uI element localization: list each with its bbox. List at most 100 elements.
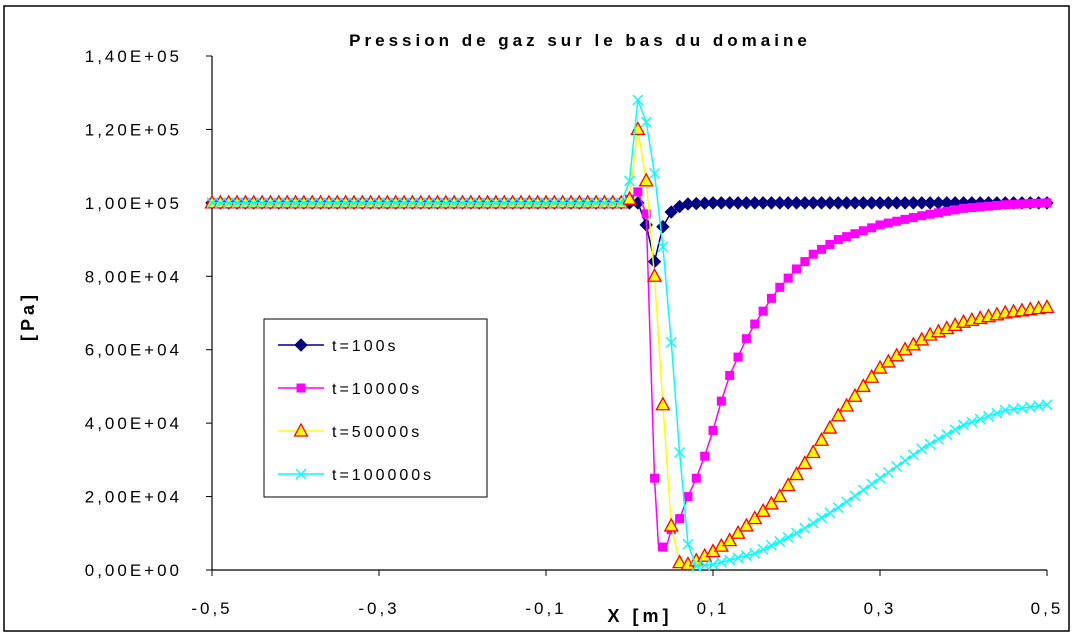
data-point-3-stroke [799, 522, 811, 534]
data-point-1 [959, 203, 968, 213]
legend-marker-0 [294, 338, 308, 352]
x-tick-label: 0,5 [1031, 599, 1064, 618]
data-point-1 [758, 306, 768, 316]
data-point-2 [780, 477, 796, 492]
data-point-3-stroke [866, 478, 878, 490]
data-point-3 [791, 527, 802, 539]
data-point-3 [866, 478, 878, 490]
data-point-3-stroke [740, 550, 752, 562]
data-point-3-stroke [532, 197, 544, 209]
data-point-3-stroke [498, 197, 510, 209]
data-point-3 [264, 197, 276, 209]
series-2 [204, 121, 1055, 571]
data-point-1 [775, 282, 785, 292]
data-point-3-stroke [983, 410, 995, 422]
data-point-3 [557, 197, 569, 209]
data-point-3 [807, 517, 819, 529]
y-tick-label: 6,00E+04 [85, 341, 182, 360]
data-point-3 [323, 197, 335, 209]
data-point-1 [858, 226, 868, 236]
data-point-3 [991, 407, 1003, 419]
data-point-3-stroke [490, 197, 502, 209]
y-tick-label: 1,00E+05 [85, 194, 182, 213]
data-point-3 [615, 197, 627, 209]
data-point-3 [548, 197, 560, 209]
data-point-3-stroke [248, 197, 260, 209]
data-point-3 [315, 197, 327, 209]
data-point-1 [783, 273, 793, 283]
data-point-3-stroke [356, 197, 368, 209]
data-point-3 [966, 416, 978, 428]
data-point-2 [730, 524, 746, 539]
data-point-1 [883, 218, 893, 228]
data-point-3 [532, 197, 544, 209]
data-point-1 [716, 396, 726, 406]
data-point-2 [805, 444, 821, 459]
data-point-1 [741, 334, 751, 344]
data-point-3-stroke [832, 502, 844, 514]
data-point-3-stroke [431, 197, 443, 209]
data-point-3-stroke [907, 449, 919, 461]
data-point-3-stroke [340, 197, 352, 209]
data-point-3 [799, 522, 811, 534]
data-point-3-stroke [315, 197, 327, 209]
x-tick-label: 0,1 [697, 599, 730, 618]
data-point-3-stroke [899, 455, 911, 467]
data-point-3-stroke [615, 197, 627, 209]
outer-frame [3, 5, 1070, 632]
data-point-3 [740, 550, 752, 562]
data-point-1 [633, 187, 643, 197]
data-point-3 [732, 552, 744, 564]
data-point-1 [925, 209, 935, 219]
data-point-3-stroke [724, 554, 736, 566]
data-point-1 [691, 473, 701, 483]
data-point-1 [683, 492, 693, 502]
data-point-3-stroke [565, 197, 577, 209]
data-point-1 [817, 244, 827, 254]
data-point-3 [665, 336, 677, 348]
data-point-3-stroke [298, 197, 310, 209]
data-point-3 [841, 496, 853, 508]
data-point-3 [899, 455, 911, 467]
data-point-3 [1041, 399, 1053, 411]
data-point-1 [658, 542, 668, 552]
data-point-3-stroke [882, 466, 894, 478]
data-point-3-stroke [824, 507, 836, 519]
data-point-1 [792, 264, 801, 274]
data-point-3 [206, 197, 218, 209]
data-point-3 [540, 197, 552, 209]
data-point-1 [766, 293, 776, 303]
data-point-1 [975, 202, 985, 212]
data-point-3-stroke [640, 116, 652, 128]
data-point-3-stroke [749, 547, 761, 559]
data-point-2 [797, 455, 813, 470]
data-point-2 [822, 419, 838, 434]
data-point-1 [967, 203, 977, 213]
data-point-3 [373, 197, 385, 209]
data-point-1 [942, 206, 952, 216]
y-tick-label: 8,00E+04 [85, 267, 182, 286]
data-point-3-stroke [348, 197, 360, 209]
data-point-3 [390, 197, 402, 209]
data-point-1 [725, 370, 735, 380]
y-tick-label: 2,00E+04 [85, 488, 182, 507]
data-point-2 [763, 495, 780, 510]
data-point-3-stroke [540, 197, 552, 209]
data-point-3-stroke [699, 559, 711, 571]
data-point-2 [755, 502, 771, 517]
data-point-3 [974, 413, 986, 425]
data-point-3-stroke [423, 197, 435, 209]
data-point-2 [672, 554, 688, 569]
data-point-3 [239, 197, 251, 209]
data-point-1 [842, 232, 852, 242]
data-point-3 [674, 447, 686, 459]
data-point-1 [825, 239, 835, 249]
data-point-3 [465, 197, 477, 209]
data-point-1 [900, 214, 910, 224]
data-point-3-stroke [473, 197, 485, 209]
data-point-3-stroke [206, 197, 218, 209]
data-point-3 [498, 197, 510, 209]
data-point-3 [273, 197, 285, 209]
data-point-3-stroke [690, 560, 702, 572]
data-point-3-stroke [573, 197, 585, 209]
